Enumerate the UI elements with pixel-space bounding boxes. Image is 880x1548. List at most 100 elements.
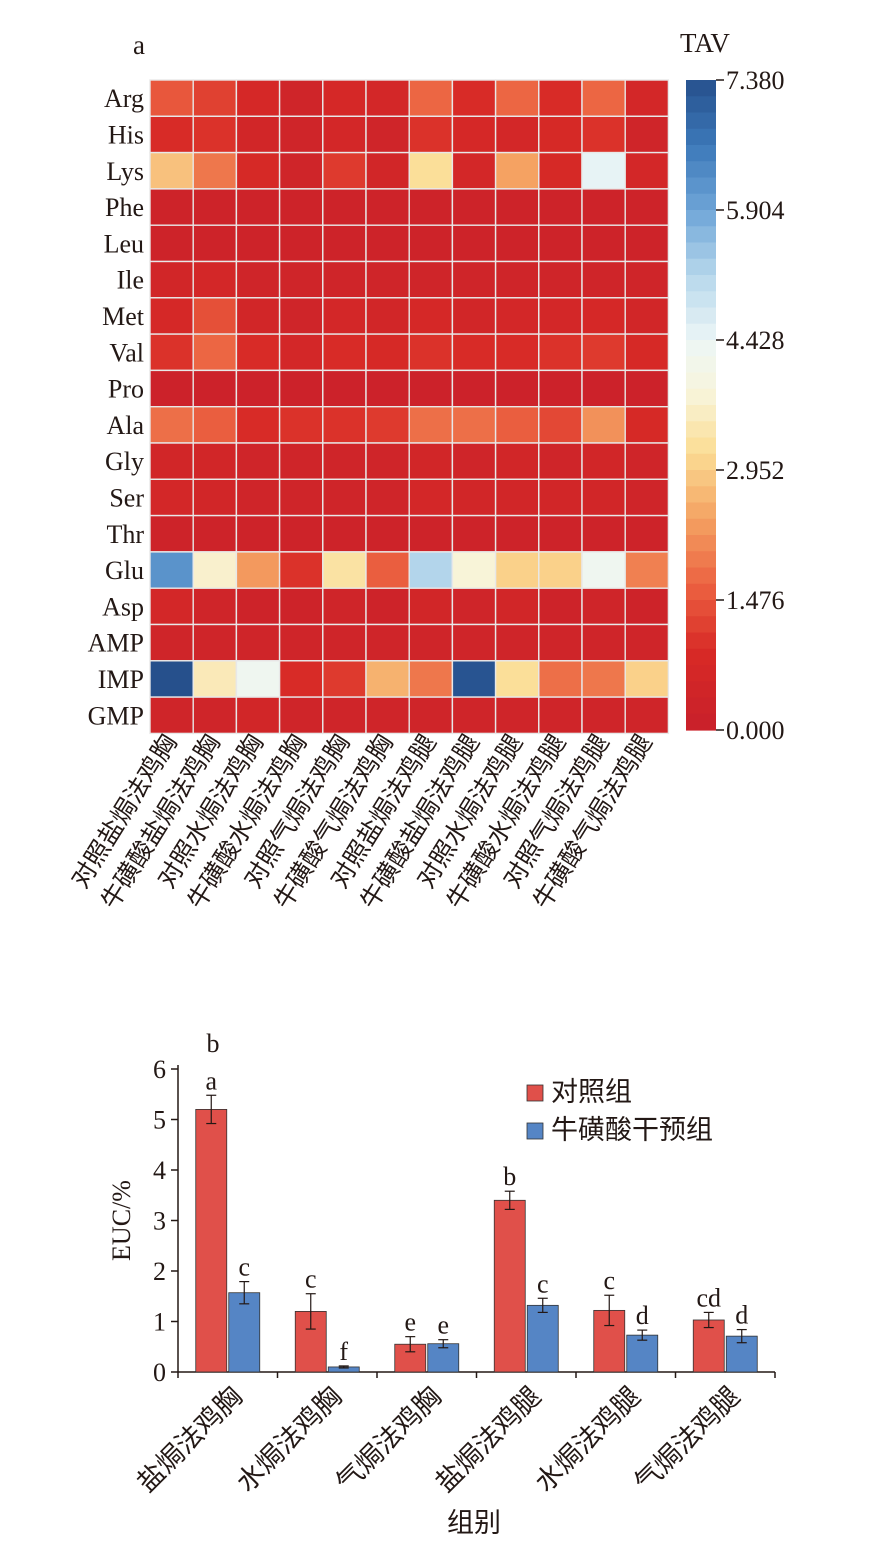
heatmap-cell [149,151,194,190]
heatmap-cell [494,333,540,372]
heatmap-cell [451,115,497,154]
x-axis-title: 组别 [447,1508,501,1539]
bar [427,1343,460,1373]
heatmap-cell [365,333,410,372]
y-tick-label: 1 [153,1308,166,1337]
heatmap-cell [451,587,497,626]
heatmap-cell [451,151,497,190]
heatmap-cell [149,660,194,698]
heatmap-cell [624,478,670,517]
heatmap-cell [322,115,367,154]
colorbar-segment [686,470,716,487]
y-tick-label: 5 [153,1106,166,1135]
heatmap-row-label: Pro [108,375,144,404]
heatmap-cell [322,369,367,408]
heatmap-cell [408,115,454,154]
heatmap-cell [365,297,410,335]
heatmap-cell [235,260,281,299]
colorbar-segment [686,340,716,357]
heatmap-cell [538,406,583,444]
heatmap-cell [538,587,583,626]
colorbar-segment [686,226,716,244]
heatmap-cell [408,406,454,444]
x-tick-label: 盐焗法鸡腿 [430,1381,547,1498]
heatmap-cell [624,224,670,263]
heatmap-cell [408,297,454,335]
colorbar-segment [686,567,716,585]
colorbar-segment [686,356,716,374]
extra-significance-letter: b [207,1029,220,1058]
heatmap-cell [624,260,670,299]
colorbar-segment [686,713,716,731]
heatmap-cell [365,478,410,517]
heatmap-cell [235,224,281,263]
heatmap-cell [278,224,324,263]
colorbar-segment [686,323,716,341]
heatmap-cell [494,369,540,408]
heatmap-cell [365,79,410,117]
heatmap-cell [538,623,583,662]
bar [526,1304,559,1373]
heatmap-cell [149,369,194,408]
heatmap-cell [149,696,194,735]
legend-label: 牛磺酸干预组 [551,1115,713,1146]
colorbar-segment [686,80,716,97]
colorbar-segment [686,632,716,650]
y-tick-label: 4 [153,1156,166,1185]
heatmap-cell [278,478,324,517]
heatmap-cell [408,551,454,589]
heatmap-cell [322,623,367,662]
heatmap-cell [365,696,410,735]
heatmap-cell [538,514,583,553]
heatmap-cell [192,442,238,480]
heatmap-cell [581,406,626,444]
colorbar-segment [686,242,716,260]
y-tick-label: 0 [153,1358,166,1387]
significance-letter: e [437,1311,449,1340]
panel-label: a [133,30,145,60]
bar [195,1109,228,1373]
colorbar-segment [686,193,716,211]
heatmap-row-label: Gly [105,447,144,476]
heatmap-cell [581,442,626,480]
heatmap-cell [322,260,367,299]
colorbar-tick-label: 2.952 [726,456,785,485]
colorbar-segment [686,161,716,179]
legend-swatch [526,1122,544,1140]
heatmap-cell [192,151,238,190]
x-tick-label: 气焗法鸡腿 [629,1381,746,1498]
heatmap-chart: Arg His Lys Phe Leu Ile Met Val Pro Ala Gly Ser Thr G… [65,66,785,914]
colorbar-segment [686,258,716,276]
colorbar-segment [686,388,716,406]
heatmap-cell [581,260,626,299]
heatmap-cell [278,442,324,480]
heatmap-cell [149,514,194,553]
colorbar-segment [686,405,716,422]
heatmap-cell [581,224,626,263]
colorbar-segment [686,502,716,520]
heatmap-cell [494,696,540,735]
colorbar-segment [686,96,716,114]
heatmap-row-label: Arg [104,84,144,113]
heatmap-cell [365,660,410,698]
x-tick-label: 水焗法鸡胸 [231,1381,348,1498]
heatmap-cell [235,514,281,553]
heatmap-cell [451,442,497,480]
colorbar-segment [686,128,716,146]
heatmap-cell [235,297,281,335]
heatmap-cell [624,297,670,335]
heatmap-cell [322,442,367,480]
colorbar-segment [686,518,716,536]
significance-letter: d [735,1301,748,1330]
colorbar-segment [686,583,716,601]
colorbar-segment [686,291,716,309]
heatmap-cell [192,696,238,735]
heatmap-cell [581,551,626,589]
colorbar-segment [686,551,716,569]
colorbar-segment [686,210,716,227]
heatmap-cell [624,696,670,735]
heatmap-cell [322,188,367,226]
heatmap-cell [149,333,194,372]
heatmap-row-label: His [108,120,144,149]
heatmap-cell [538,151,583,190]
